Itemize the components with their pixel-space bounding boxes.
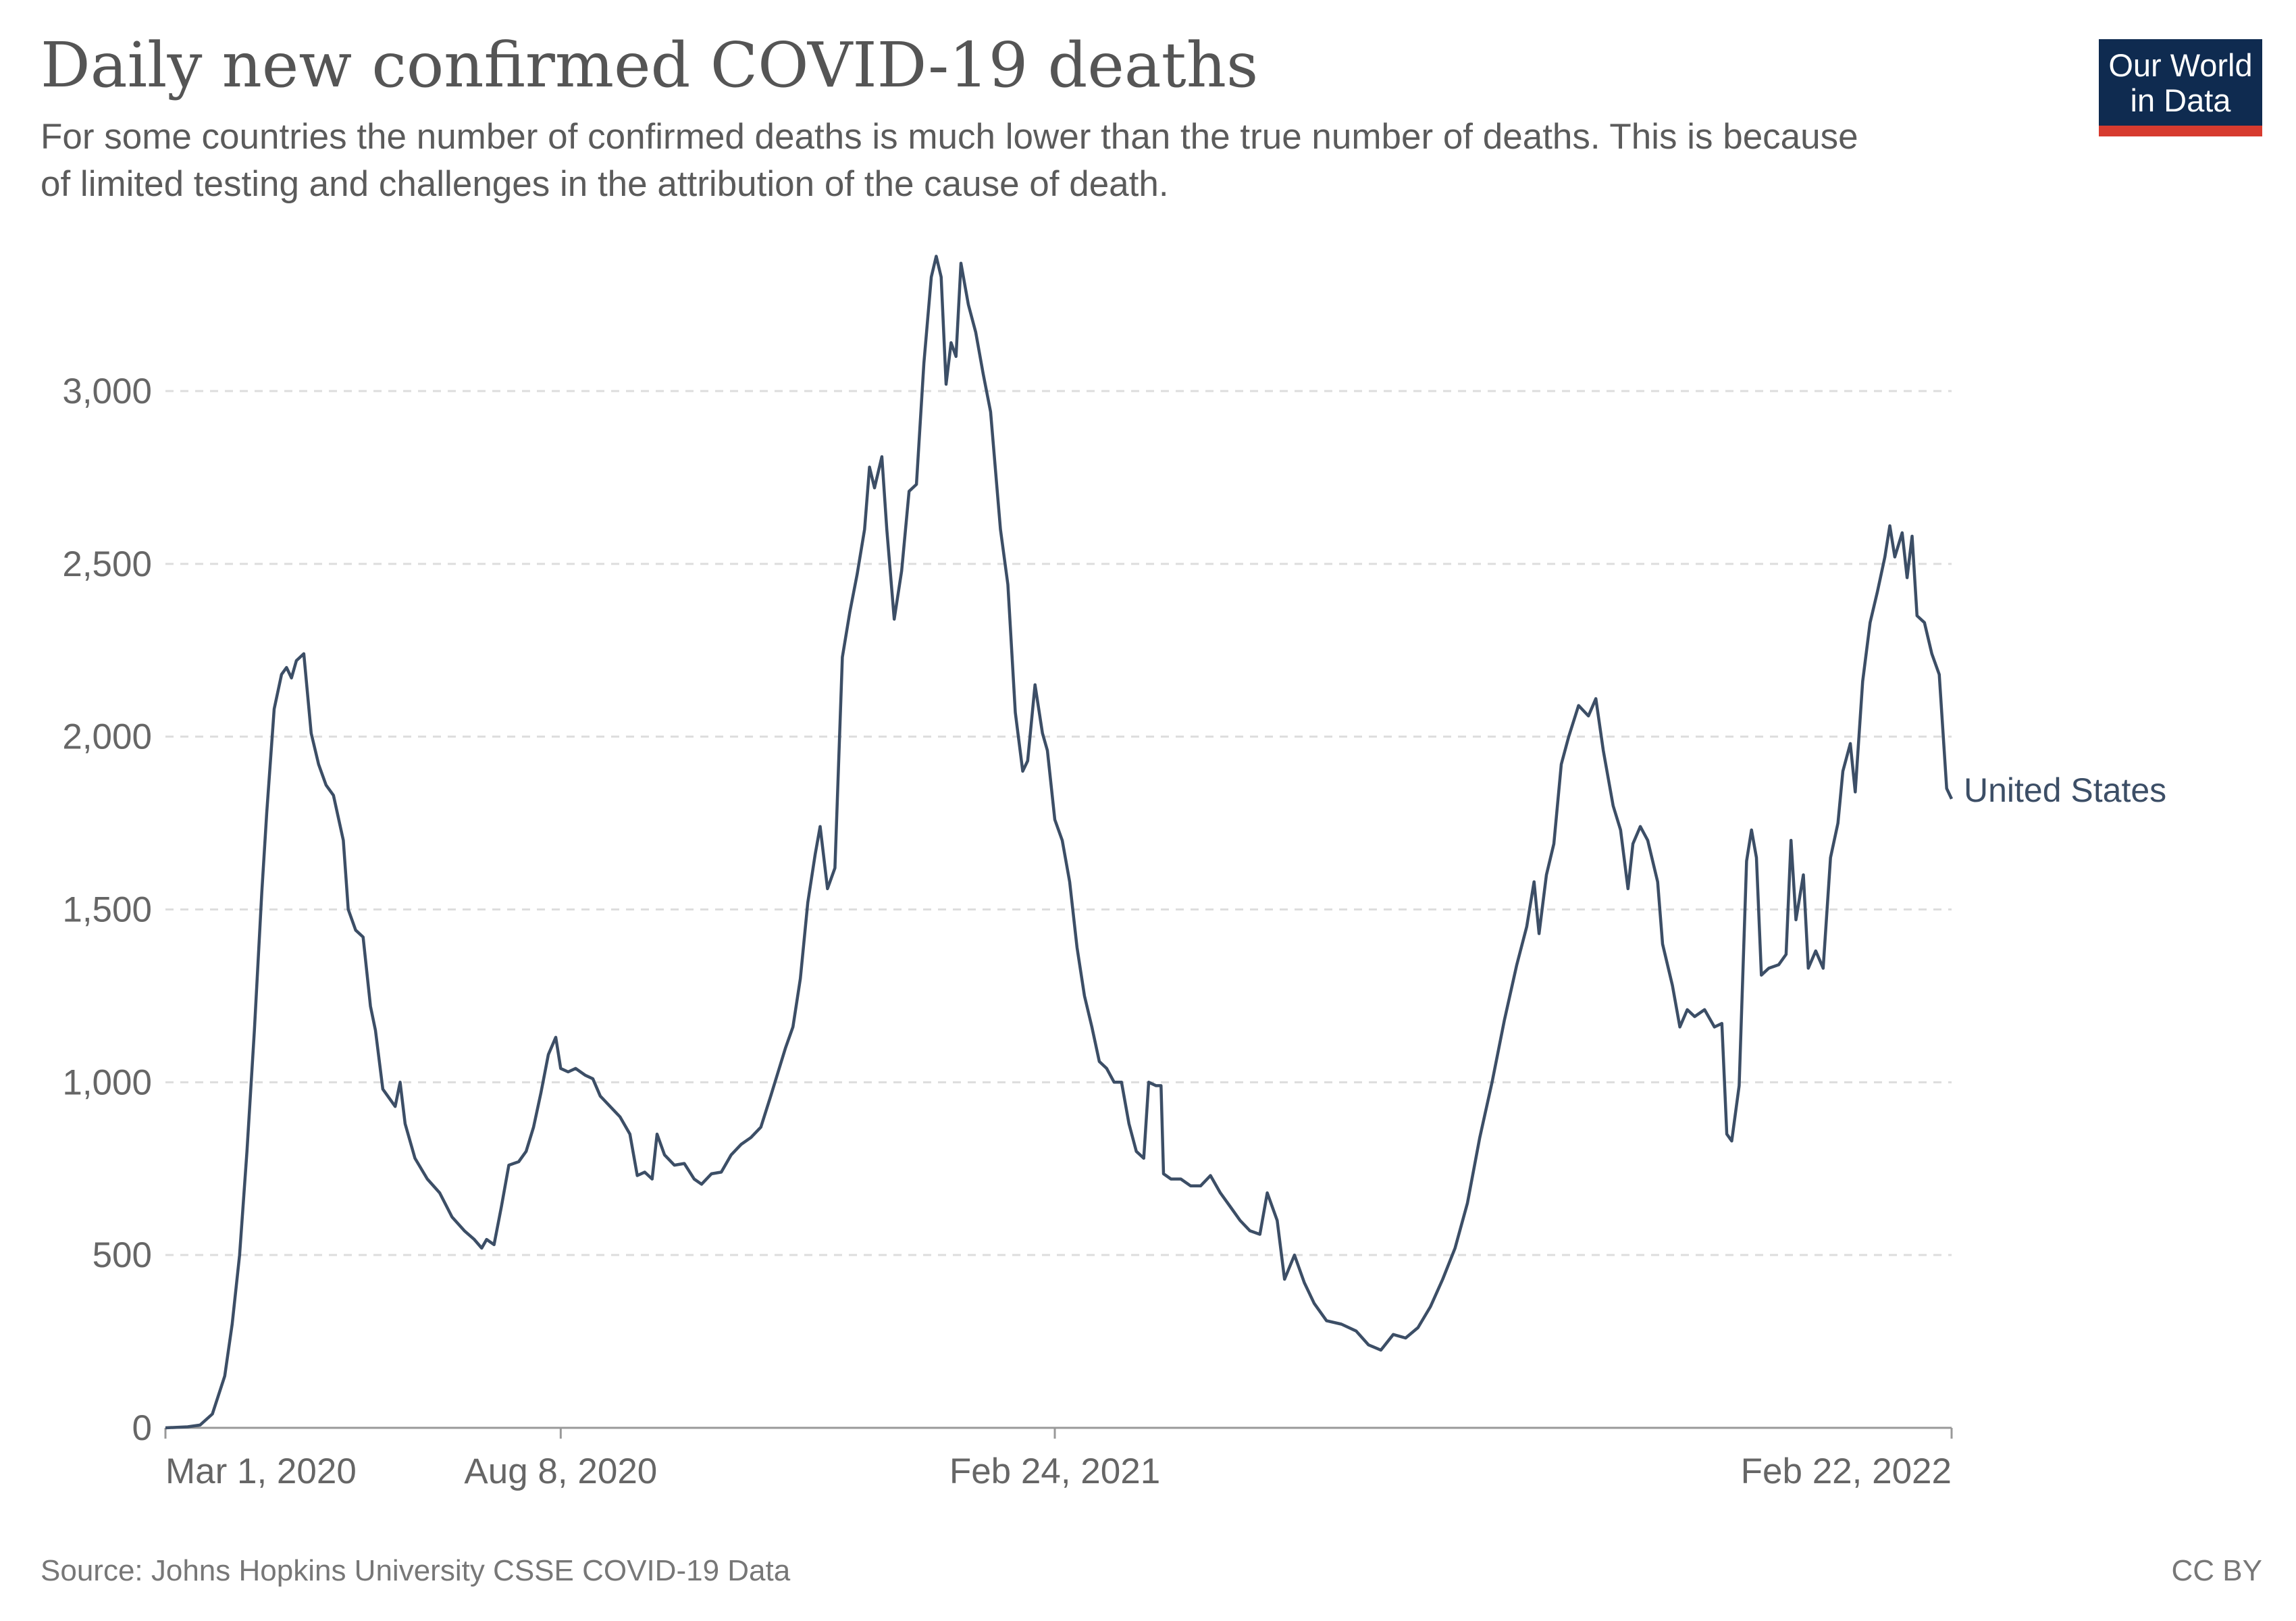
x-tick-label: Mar 1, 2020 bbox=[165, 1451, 357, 1491]
y-tick-label: 3,000 bbox=[62, 371, 152, 411]
y-tick-label: 1,500 bbox=[62, 890, 152, 930]
gridlines bbox=[165, 390, 1952, 1256]
x-tick-label: Feb 24, 2021 bbox=[949, 1451, 1160, 1491]
y-tick-label: 2,000 bbox=[62, 717, 152, 757]
y-tick-label: 500 bbox=[93, 1235, 152, 1275]
license-note: CC BY bbox=[2172, 1554, 2262, 1587]
logo-background bbox=[2099, 39, 2262, 126]
owid-logo[interactable]: Our World in Data bbox=[2099, 39, 2262, 136]
x-axis-ticks: Mar 1, 2020 Aug 8, 2020 Feb 24, 2021 Feb 22… bbox=[164, 1428, 1953, 1491]
chart-subtitle-line1: For some countries the number of confirm… bbox=[41, 117, 1858, 157]
y-tick-label: 2,500 bbox=[62, 544, 152, 584]
y-axis-ticks: 0 500 1,000 1,500 2,000 2,500 3,000 bbox=[62, 371, 152, 1448]
chart-title: Daily new confirmed COVID-19 deaths bbox=[41, 29, 1258, 101]
y-tick-label: 0 bbox=[132, 1408, 152, 1448]
series-line-united-states bbox=[165, 255, 1954, 1430]
logo-stripe bbox=[2099, 126, 2262, 136]
x-tick-label: Feb 22, 2022 bbox=[1741, 1451, 1952, 1491]
series-layer: United States bbox=[165, 255, 2166, 1430]
logo-text-line2: in Data bbox=[2131, 82, 2232, 118]
series-label: United States bbox=[1964, 771, 2166, 809]
y-tick-label: 1,000 bbox=[62, 1062, 152, 1102]
source-note: Source: Johns Hopkins University CSSE CO… bbox=[41, 1554, 791, 1587]
chart-subtitle-line2: of limited testing and challenges in the… bbox=[41, 164, 1169, 204]
x-tick-label: Aug 8, 2020 bbox=[464, 1451, 657, 1491]
logo-text-line1: Our World bbox=[2108, 47, 2252, 83]
